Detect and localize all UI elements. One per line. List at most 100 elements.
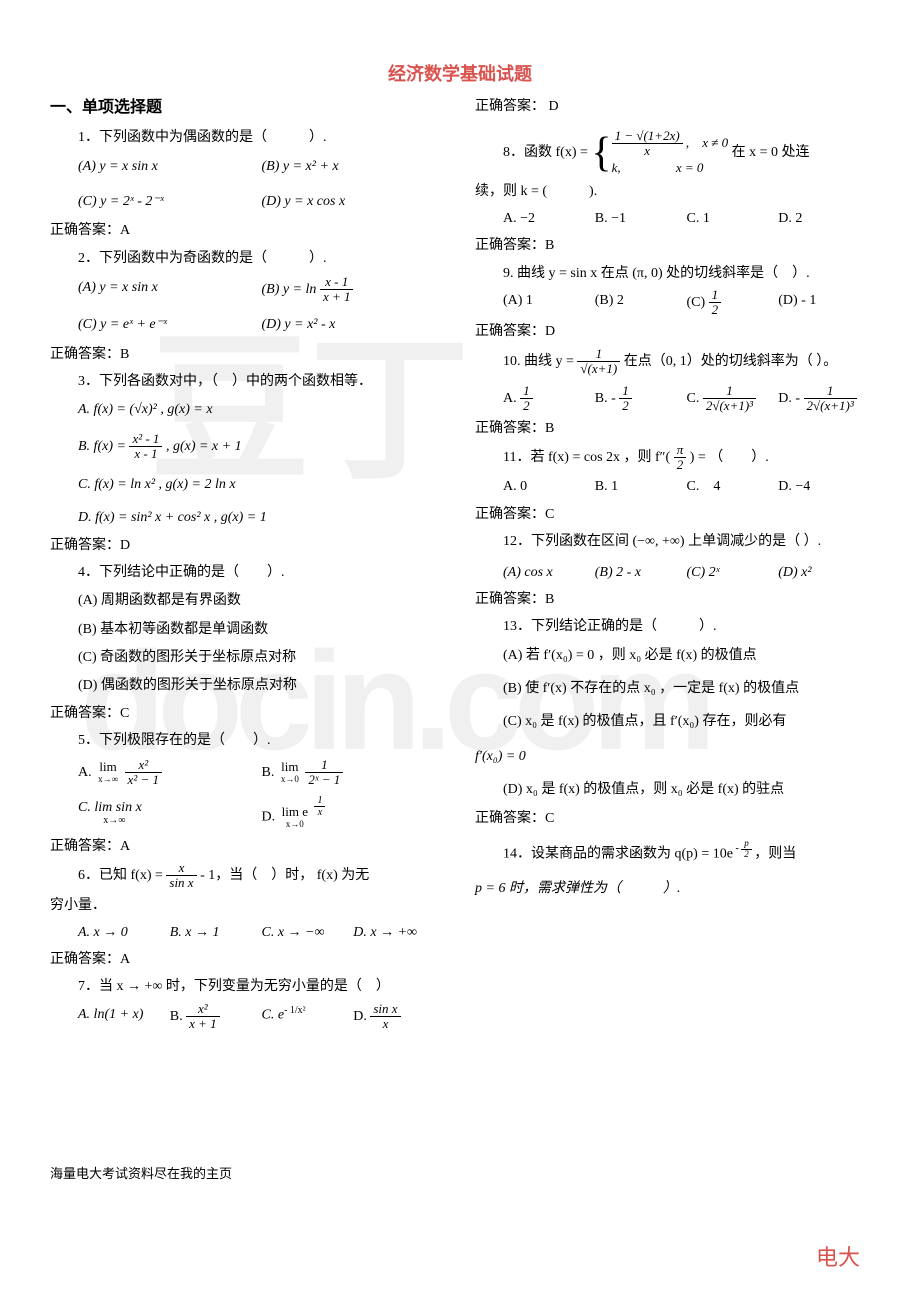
- q3-b-post: , g(x) = x + 1: [166, 439, 242, 454]
- q11-opt-b: B. 1: [595, 474, 687, 499]
- q3-b-pre: B. f(x) =: [78, 439, 129, 454]
- q8-opt-d: D. 2: [778, 206, 870, 231]
- q10-opt-a: A. 12: [503, 384, 595, 414]
- q13-opt-a: (A) 若 f′(x₀) = 0 ，则 x₀ 必是 f(x) 的极值点: [503, 643, 870, 668]
- q9-stem: 9. 曲线 y = sin x 在点 (π, 0) 处的切线斜率是（ ）.: [503, 261, 870, 286]
- q2-opt-c: (C) y = eˣ + e⁻ˣ: [78, 312, 262, 337]
- q12-stem: 12．下列函数在区间 (−∞, +∞) 上单调减少的是（ ）.: [503, 529, 870, 554]
- q13-opt-d: (D) x₀ 是 f(x) 的极值点，则 x₀ 必是 f(x) 的驻点: [503, 777, 870, 802]
- q8-post: 在 x = 0 处连: [732, 145, 810, 160]
- q5-opt-c: C. lim sin x x→∞: [78, 795, 262, 830]
- q6-answer: 正确答案：A: [50, 947, 445, 972]
- q11-den: 2: [674, 458, 687, 472]
- q10-b-num: 1: [619, 384, 632, 399]
- q12-opt-d: (D) x²: [778, 560, 870, 585]
- q10-pre: 10. 曲线 y =: [503, 354, 577, 369]
- q8-opt-a: A. −2: [503, 206, 595, 231]
- q1-opt-c: (C) y = 2ˣ - 2⁻ˣ: [78, 189, 262, 214]
- q3-opt-b: B. f(x) = x² - 1x - 1 , g(x) = x + 1: [78, 432, 445, 462]
- q10-b-pre: B. -: [595, 391, 620, 406]
- q10-a-num: 1: [520, 384, 533, 399]
- q3-answer: 正确答案：D: [50, 533, 445, 558]
- q1-opt-b: (B) y = x² + x: [262, 154, 446, 179]
- section-heading: 一、单项选择题: [50, 94, 445, 123]
- q6-stem: 6．已知 f(x) = xsin x - 1，当（ ）时， f(x) 为无: [78, 861, 445, 891]
- q7-c-pre: C. e: [262, 1007, 285, 1022]
- q7-d-den: x: [370, 1017, 400, 1031]
- q3-opt-d: D. f(x) = sin² x + cos² x , g(x) = 1: [78, 505, 445, 530]
- q7-opt-a: A. ln(1 + x): [78, 1002, 170, 1032]
- q12-opt-a: (A) cos x: [503, 560, 595, 585]
- q12-opt-c: (C) 2ˣ: [687, 560, 779, 585]
- q8-r1-den: x: [612, 144, 683, 158]
- q2-answer: 正确答案：B: [50, 342, 445, 367]
- q10-b-den: 2: [619, 399, 632, 413]
- q1-opt-d: (D) y = x cos x: [262, 189, 446, 214]
- q10-den: √(x+1): [577, 362, 620, 376]
- q13-opt-c: (C) x₀ 是 f(x) 的极值点，且 f′(x₀) 存在，则必有: [503, 709, 870, 734]
- q4-stem: 4．下列结论中正确的是（ ）.: [78, 560, 445, 585]
- q5-b-pre: B.: [262, 765, 278, 780]
- page-content: 经济数学基础试题 一、单项选择题 1．下列函数中为偶函数的是（ ）. (A) y…: [0, 0, 920, 1053]
- q2-b-num: x - 1: [320, 275, 354, 290]
- q5-b-den: 2ˣ − 1: [305, 773, 343, 787]
- q7-b-den: x + 1: [186, 1017, 220, 1031]
- q9-c-num: 1: [709, 288, 722, 303]
- q5-opt-b: B. limx→0 12ˣ − 1: [262, 758, 446, 788]
- q5-d-to: x→0: [279, 820, 311, 830]
- q9-answer: 正确答案：D: [475, 319, 870, 344]
- q7-opt-d: D. sin xx: [353, 1002, 445, 1032]
- q6-num: x: [166, 861, 196, 876]
- q3-opt-c: C. f(x) = ln x² , g(x) = 2 ln x: [78, 472, 445, 497]
- q5-a-pre: A.: [78, 765, 95, 780]
- q10-c-pre: C.: [687, 391, 703, 406]
- q2-opt-b: (B) y = ln x - 1x + 1: [262, 275, 446, 305]
- q4-opt-c: (C) 奇函数的图形关于坐标原点对称: [78, 645, 445, 670]
- q8-r2-cond: x = 0: [676, 160, 704, 175]
- q4-opt-b: (B) 基本初等函数都是单调函数: [78, 617, 445, 642]
- q3-opt-a: A. f(x) = (√x)² , g(x) = x: [78, 397, 445, 422]
- q9-opt-b: (B) 2: [595, 288, 687, 318]
- q10-opt-d: D. - 12√(x+1)³: [778, 384, 870, 414]
- left-column: 一、单项选择题 1．下列函数中为偶函数的是（ ）. (A) y = x sin …: [50, 92, 445, 1033]
- q10-post: 在点（0, 1）处的切线斜率为（ ）。: [624, 354, 838, 369]
- q1-stem: 1．下列函数中为偶函数的是（ ）.: [78, 125, 445, 150]
- q8-r1-cond: x ≠ 0: [702, 135, 728, 150]
- q8-opt-b: B. −1: [595, 206, 687, 231]
- q5-answer: 正确答案：A: [50, 834, 445, 859]
- q11-pre: 11．若 f(x) = cos 2x ，则 f″(: [503, 450, 670, 465]
- q3-stem: 3．下列各函数对中，（ ）中的两个函数相等．: [78, 369, 445, 394]
- q14-sup-den: 2: [741, 850, 752, 860]
- q6-den: sin x: [166, 876, 196, 890]
- q5-a-lim: lim: [95, 760, 121, 774]
- q7-c-sup: - 1/x²: [284, 1005, 306, 1016]
- q8-stem: 8．函数 f(x) = { 1 − √(1+2x)x , x ≠ 0 k, x …: [503, 129, 870, 177]
- q8-r1-num: 1 − √(1+2x): [612, 129, 683, 144]
- q2-stem: 2．下列函数中为奇函数的是（ ）.: [78, 246, 445, 271]
- q7-answer: 正确答案： D: [475, 94, 870, 119]
- q12-opt-b: (B) 2 - x: [595, 560, 687, 585]
- q5-a-den: x² − 1: [125, 773, 162, 787]
- q7-opt-b: B. x²x + 1: [170, 1002, 262, 1032]
- q10-opt-c: C. 12√(x+1)³: [687, 384, 779, 414]
- q10-d-den: 2√(x+1)³: [804, 399, 857, 413]
- q5-stem: 5．下列极限存在的是（ ）.: [78, 728, 445, 753]
- q10-d-num: 1: [804, 384, 857, 399]
- brace-icon: {: [591, 132, 611, 174]
- q7-b-num: x²: [186, 1002, 220, 1017]
- q9-opt-d: (D) - 1: [778, 288, 870, 318]
- q11-answer: 正确答案：C: [475, 502, 870, 527]
- q1-answer: 正确答案：A: [50, 218, 445, 243]
- q9-opt-c: (C) 12: [687, 288, 779, 318]
- q2-opt-a: (A) y = x sin x: [78, 275, 262, 305]
- q8-answer: 正确答案：B: [475, 233, 870, 258]
- q14-stem2: p = 6 时，需求弹性为（ ）.: [475, 876, 870, 901]
- q5-opt-d: D. lim ex→0 1x: [262, 795, 446, 830]
- q12-answer: 正确答案：B: [475, 587, 870, 612]
- q6-post: - 1，当（ ）时， f(x) 为无: [200, 868, 369, 883]
- q14-pre: 14．设某商品的需求函数为 q(p) = 10e: [503, 846, 733, 861]
- q11-opt-d: D. −4: [778, 474, 870, 499]
- q10-stem: 10. 曲线 y = 1√(x+1) 在点（0, 1）处的切线斜率为（ ）。: [503, 347, 870, 377]
- q8-stem2: 续，则 k = ( ).: [475, 179, 870, 204]
- q5-d-sn: 1: [314, 795, 325, 807]
